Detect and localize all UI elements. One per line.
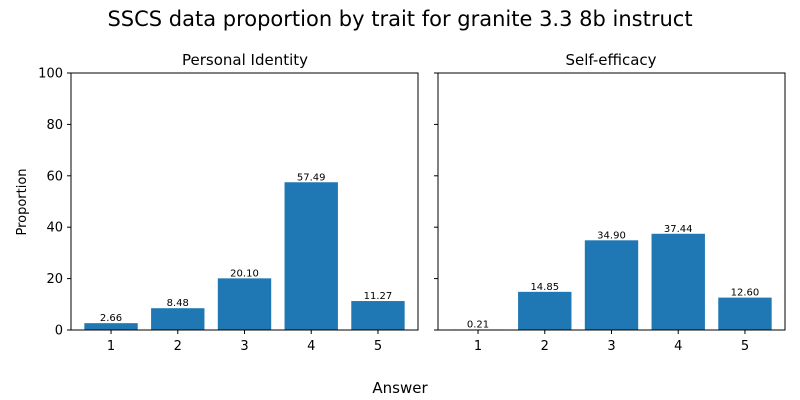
- x-tick-label: 1: [107, 339, 115, 354]
- y-tick-label: 40: [46, 221, 63, 236]
- bar-value-label: 37.44: [664, 224, 693, 235]
- bar: [351, 301, 405, 330]
- bar-value-label: 20.10: [230, 268, 259, 279]
- x-tick-label: 4: [307, 339, 315, 354]
- bar: [151, 308, 205, 330]
- axes-frame: [437, 72, 786, 331]
- figure-title: SSCS data proportion by trait for granit…: [107, 7, 692, 31]
- x-axis-label: Answer: [372, 379, 428, 397]
- y-tick-label: 60: [46, 169, 63, 184]
- panel-self-efficacy: Self-efficacy 0.21 1 14.85 2 34.90 3 37.44 4 12.…: [434, 51, 786, 354]
- x-tick-label: 4: [674, 339, 682, 354]
- y-tick-label: 80: [46, 118, 63, 133]
- bar-value-label: 57.49: [297, 172, 326, 183]
- axes-frame: [70, 72, 419, 331]
- x-tick-label: 5: [741, 339, 749, 354]
- panel-title: Personal Identity: [182, 51, 308, 69]
- bar: [651, 233, 705, 330]
- bar: [584, 240, 639, 330]
- bar-value-label: 8.48: [167, 298, 189, 309]
- bar-value-label: 34.90: [597, 230, 626, 241]
- bar: [217, 278, 272, 330]
- bar: [518, 291, 572, 330]
- x-tick-label: 2: [174, 339, 182, 354]
- bar-value-label: 0.21: [467, 319, 489, 330]
- y-axis-label: Proportion: [15, 168, 30, 235]
- bar-value-label: 12.60: [731, 288, 760, 299]
- y-tick-label: 0: [55, 324, 63, 339]
- y-tick-label: 20: [46, 272, 63, 287]
- bar-value-label: 11.27: [364, 291, 393, 302]
- x-tick-label: 3: [607, 339, 615, 354]
- bar-value-label: 2.66: [100, 313, 122, 324]
- x-tick-label: 2: [541, 339, 549, 354]
- x-tick-label: 5: [374, 339, 382, 354]
- bar: [718, 297, 772, 330]
- bar-value-label: 14.85: [530, 282, 559, 293]
- x-tick-label: 1: [474, 339, 482, 354]
- panel-title: Self-efficacy: [565, 51, 656, 69]
- panel-personal-identity: Personal Identity 0 20 40 60 80 100 2.66 1 8.48 2…: [38, 51, 419, 354]
- bar: [284, 182, 338, 330]
- x-tick-label: 3: [240, 339, 248, 354]
- bar: [84, 323, 138, 330]
- y-tick-label: 100: [38, 67, 63, 82]
